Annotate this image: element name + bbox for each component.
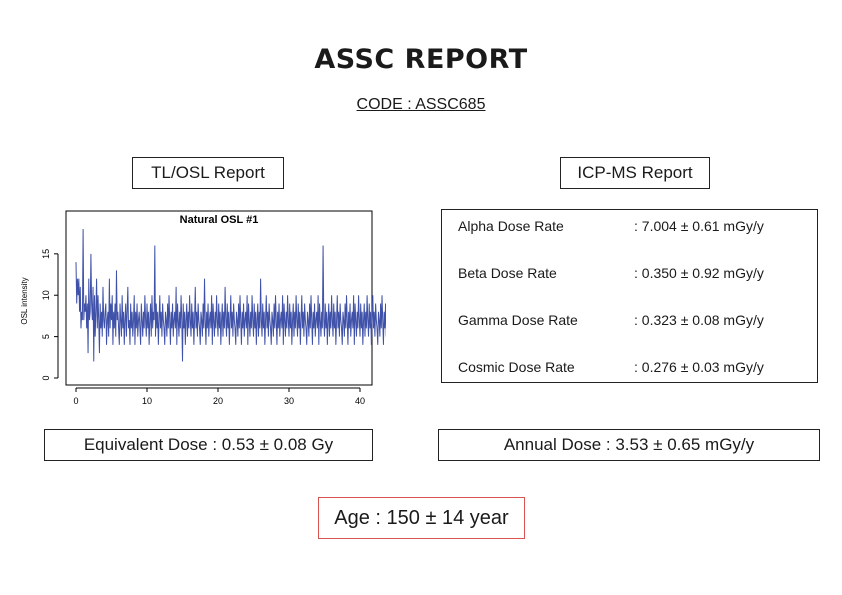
x-tick-label: 40 bbox=[355, 396, 365, 406]
dose-label: Beta Dose Rate bbox=[458, 265, 557, 281]
x-tick-label: 10 bbox=[142, 396, 152, 406]
dose-value: : 0.350 ± 0.92 mGy/y bbox=[634, 265, 764, 281]
osl-chart: Natural OSL #1 OSL intensity 0 10 20 30 40 0… bbox=[14, 205, 386, 417]
icp-ms-heading: ICP-MS Report bbox=[560, 157, 710, 189]
dose-value: : 0.323 ± 0.08 mGy/y bbox=[634, 312, 764, 328]
dose-row-cosmic: Cosmic Dose Rate : 0.276 ± 0.03 mGy/y bbox=[458, 359, 808, 375]
chart-y-label: OSL intensity bbox=[20, 277, 29, 324]
annual-dose-box: Annual Dose : 3.53 ± 0.65 mGy/y bbox=[438, 429, 820, 461]
dose-row-beta: Beta Dose Rate : 0.350 ± 0.92 mGy/y bbox=[458, 265, 808, 281]
dose-row-gamma: Gamma Dose Rate : 0.323 ± 0.08 mGy/y bbox=[458, 312, 808, 328]
y-tick-label: 0 bbox=[41, 375, 51, 380]
x-tick-label: 0 bbox=[73, 396, 78, 406]
dose-rate-panel: Alpha Dose Rate : 7.004 ± 0.61 mGy/y Bet… bbox=[441, 209, 818, 383]
chart-x-axis: 0 10 20 30 40 bbox=[73, 387, 365, 406]
x-tick-label: 30 bbox=[284, 396, 294, 406]
age-result-box: Age : 150 ± 14 year bbox=[318, 497, 525, 539]
chart-plot-frame bbox=[65, 210, 373, 386]
chart-title: Natural OSL #1 bbox=[180, 214, 259, 226]
dose-row-alpha: Alpha Dose Rate : 7.004 ± 0.61 mGy/y bbox=[458, 218, 808, 234]
equivalent-dose-box: Equivalent Dose : 0.53 ± 0.08 Gy bbox=[44, 429, 373, 461]
y-tick-label: 15 bbox=[41, 249, 51, 259]
chart-series-line bbox=[75, 228, 386, 362]
dose-label: Cosmic Dose Rate bbox=[458, 359, 575, 375]
dose-label: Gamma Dose Rate bbox=[458, 312, 578, 328]
report-code: CODE : ASSC685 bbox=[356, 96, 486, 113]
chart-y-axis: 0 5 10 15 bbox=[41, 249, 59, 381]
dose-label: Alpha Dose Rate bbox=[458, 218, 564, 234]
y-tick-label: 10 bbox=[41, 290, 51, 300]
dose-value: : 0.276 ± 0.03 mGy/y bbox=[634, 359, 764, 375]
dose-value: : 7.004 ± 0.61 mGy/y bbox=[634, 218, 764, 234]
tl-osl-heading: TL/OSL Report bbox=[132, 157, 284, 189]
report-title: ASSC REPORT bbox=[314, 44, 528, 75]
x-tick-label: 20 bbox=[213, 396, 223, 406]
y-tick-label: 5 bbox=[41, 334, 51, 339]
